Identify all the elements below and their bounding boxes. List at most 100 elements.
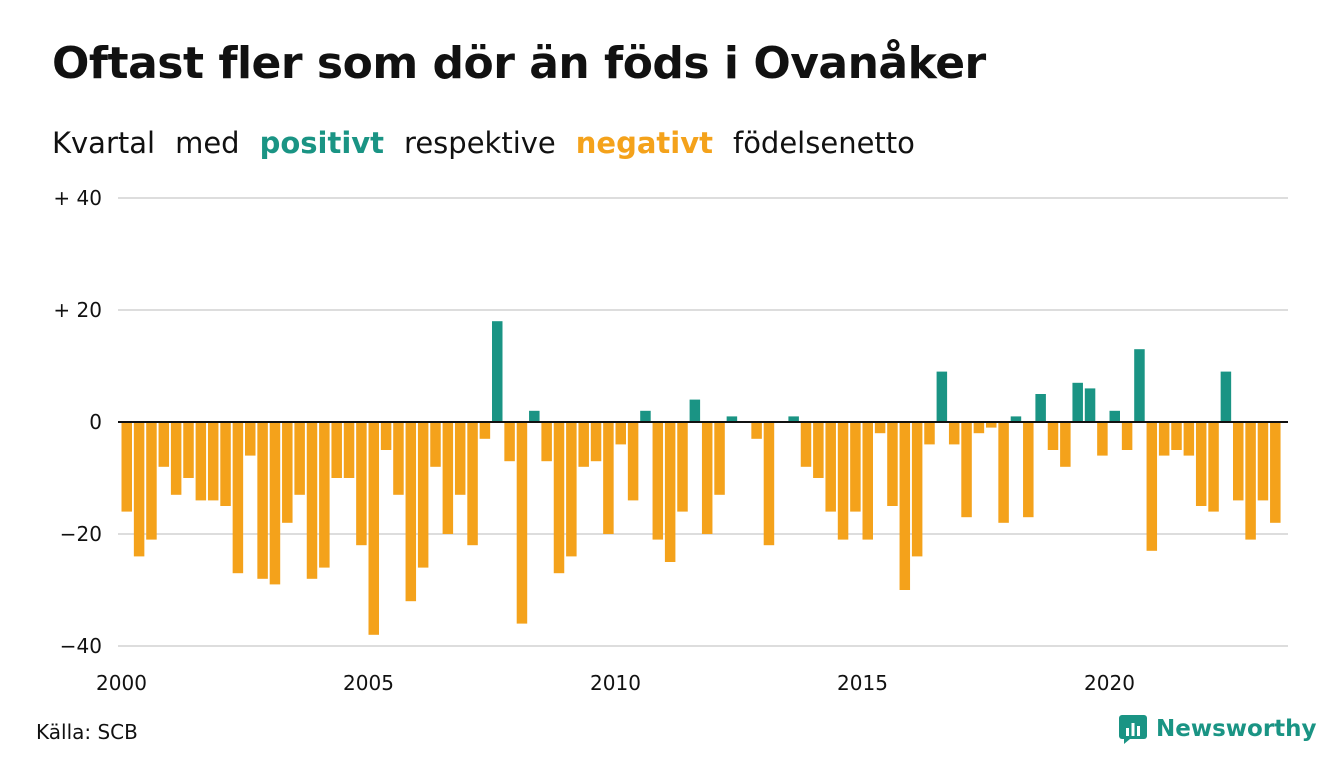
bar-negative — [763, 422, 775, 546]
bar-negative — [553, 422, 565, 574]
bar-positive — [936, 371, 948, 422]
subtitle-negative-label: negativt — [575, 126, 713, 160]
bar-negative — [1195, 422, 1207, 506]
bar-negative — [1047, 422, 1059, 450]
bar-negative — [998, 422, 1009, 523]
bar-negative — [467, 422, 478, 546]
bar-negative — [1208, 422, 1219, 512]
x-tick-label: 2010 — [590, 671, 641, 695]
bar-negative — [319, 422, 330, 568]
bar-negative — [257, 422, 268, 579]
bar-negative — [911, 422, 923, 557]
y-tick-label: 0 — [89, 410, 102, 434]
bar-negative — [652, 422, 664, 540]
bar-negative — [961, 422, 972, 518]
bar-negative — [331, 422, 342, 478]
bar-positive — [1109, 410, 1120, 422]
bar-negative — [269, 422, 281, 585]
bar-negative — [800, 422, 812, 467]
bar-negative — [294, 422, 305, 495]
bar-negative — [1023, 422, 1034, 518]
bar-negative — [232, 422, 244, 574]
bar-negative — [603, 422, 614, 534]
bar-negative — [590, 422, 602, 462]
bar-negative — [368, 422, 379, 635]
bar-negative — [973, 422, 985, 434]
bar-negative — [850, 422, 861, 512]
y-tick-label: −20 — [60, 522, 102, 546]
subtitle-word: respektive — [404, 126, 556, 160]
bar-negative — [1146, 422, 1158, 551]
subtitle-word: Kvartal — [52, 126, 156, 160]
bar-negative — [948, 422, 960, 445]
bar-positive — [788, 416, 799, 422]
bar-negative — [442, 422, 454, 534]
bar-negative — [751, 422, 762, 439]
x-tick-label: 2015 — [837, 671, 888, 695]
chart-title: Oftast fler som dör än föds i Ovanåker — [52, 38, 986, 89]
bar-negative — [306, 422, 318, 579]
bar-negative — [1257, 422, 1269, 501]
bar-negative — [986, 422, 997, 428]
bar-negative — [566, 422, 577, 557]
bar-positive — [689, 399, 701, 422]
bar-positive — [1220, 371, 1232, 422]
bar-negative — [887, 422, 898, 506]
bar-positive — [726, 416, 738, 422]
bar-negative — [1060, 422, 1071, 467]
x-tick-label: 2020 — [1084, 671, 1135, 695]
bar-negative — [714, 422, 725, 495]
bar-negative — [541, 422, 552, 462]
x-tick-label: 2000 — [96, 671, 147, 695]
bar-positive — [1010, 416, 1022, 422]
chart-subtitle: Kvartal med positivt respektive negativt föde… — [52, 126, 935, 161]
bar-negative — [504, 422, 515, 462]
bar-negative — [825, 422, 836, 512]
bar-negative — [813, 422, 824, 478]
bar-negative — [133, 422, 145, 557]
bar-negative — [356, 422, 367, 546]
bar-negative — [837, 422, 849, 540]
bar-positive — [640, 410, 651, 422]
brand-name: Newsworthy — [1156, 716, 1317, 742]
subtitle-word: födelsenetto — [732, 126, 915, 160]
bar-negative — [220, 422, 231, 506]
subtitle-word: med — [175, 126, 240, 160]
bar-negative — [245, 422, 256, 456]
bar-negative — [664, 422, 676, 562]
bar-negative — [677, 422, 688, 512]
bar-negative — [1171, 422, 1182, 450]
bar-negative — [343, 422, 355, 478]
bar-negative — [1158, 422, 1170, 456]
bar-negative — [195, 422, 207, 501]
bar-negative — [207, 422, 219, 501]
y-tick-label: + 20 — [53, 298, 102, 322]
bar-negative — [1121, 422, 1133, 450]
bar-negative — [899, 422, 911, 590]
brand-logo: Newsworthy — [1118, 714, 1317, 744]
bar-negative — [170, 422, 182, 495]
bar-negative — [454, 422, 466, 495]
bar-positive — [1084, 388, 1096, 422]
bar-negative — [701, 422, 713, 534]
x-tick-label: 2005 — [343, 671, 394, 695]
bar-negative — [282, 422, 293, 523]
newsworthy-logo-icon — [1119, 715, 1147, 744]
bar-negative — [380, 422, 392, 450]
bar-positive — [1134, 349, 1145, 422]
y-tick-label: −40 — [60, 634, 102, 658]
bar-negative — [1183, 422, 1195, 456]
bar-positive — [529, 410, 540, 422]
bar-negative — [627, 422, 639, 501]
bar-negative — [874, 422, 886, 434]
bar-negative — [862, 422, 873, 540]
bar-negative — [516, 422, 528, 624]
source-label: Källa: SCB — [36, 720, 138, 744]
bar-negative — [405, 422, 417, 602]
bar-negative — [924, 422, 935, 445]
bar-negative — [430, 422, 441, 467]
bar-positive — [1035, 394, 1046, 422]
bar-negative — [417, 422, 429, 568]
bar-negative — [393, 422, 404, 495]
